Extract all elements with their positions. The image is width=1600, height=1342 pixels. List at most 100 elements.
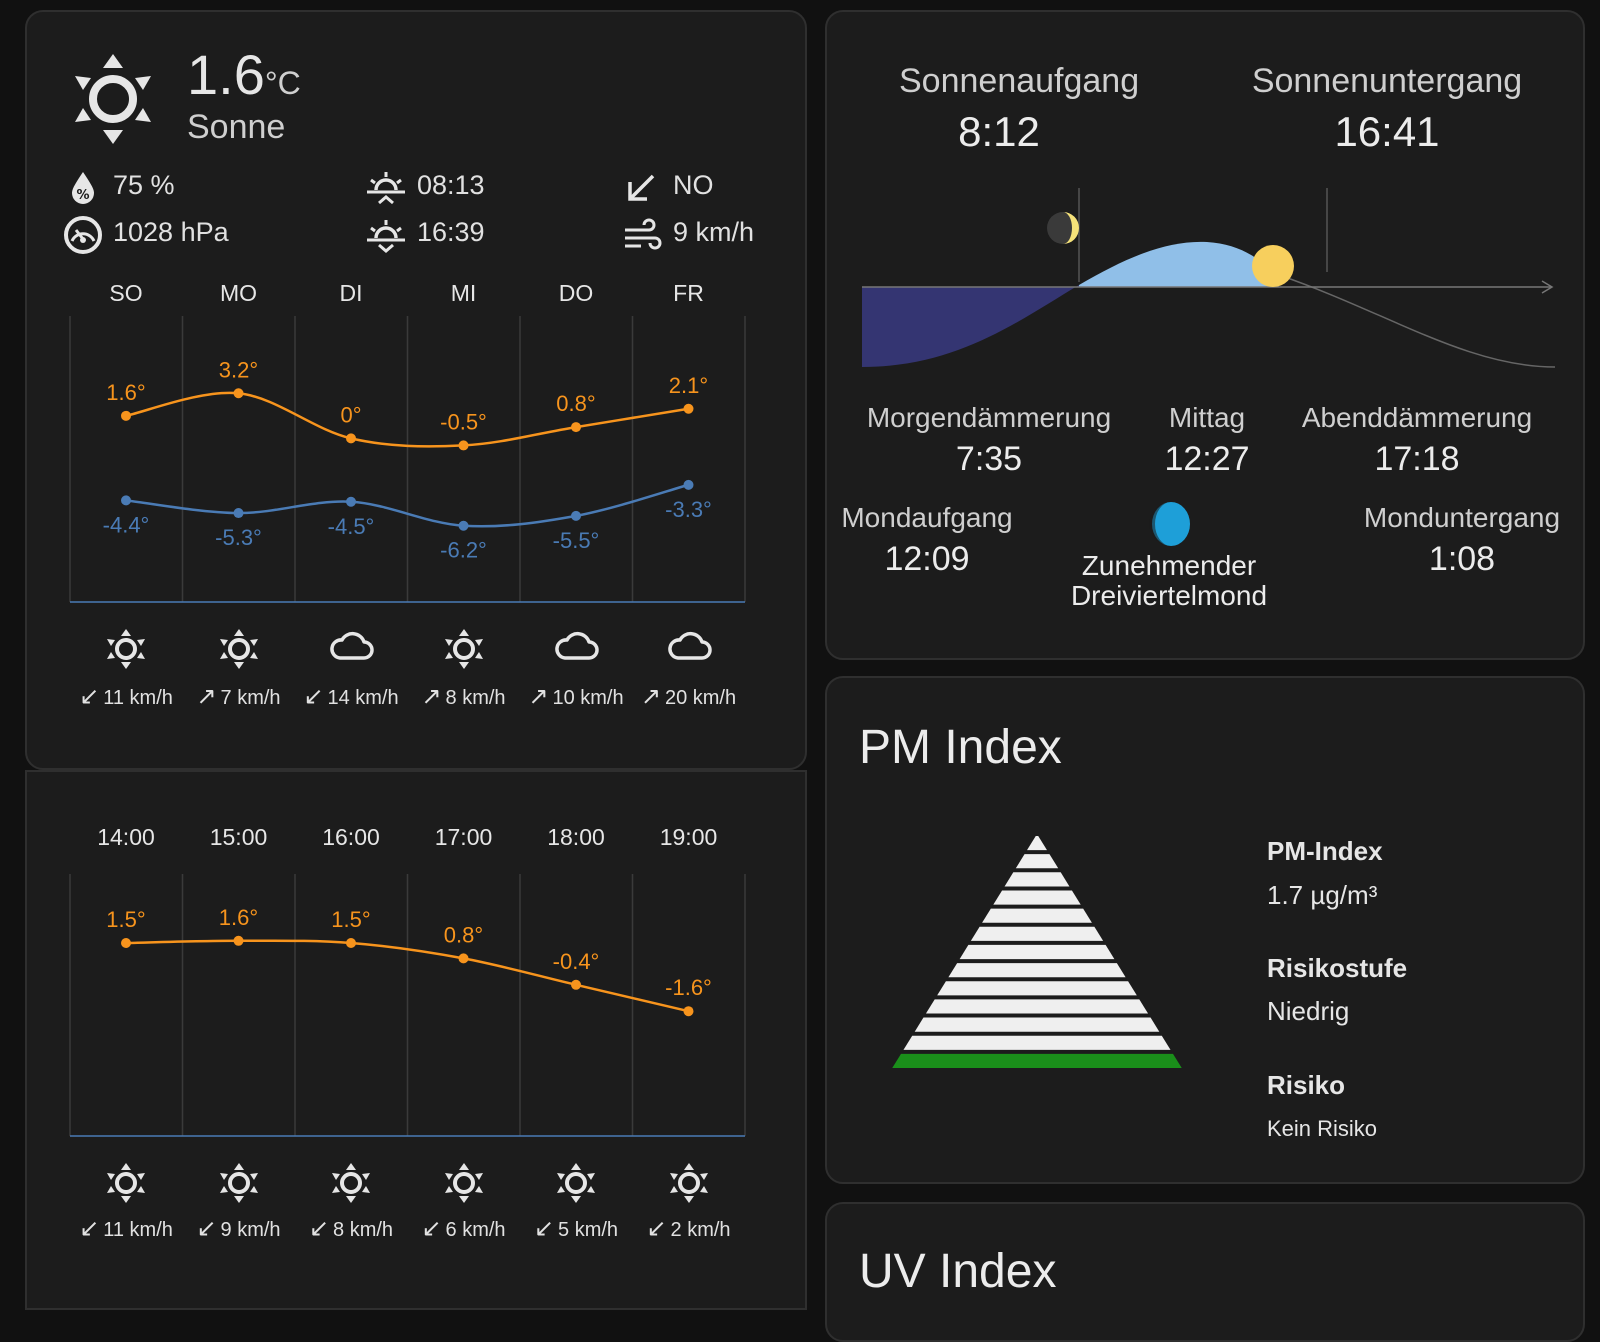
data-label-0-0: 1.5° (106, 907, 145, 932)
humidity-value: 75 % (113, 170, 175, 200)
gauge-icon (64, 216, 102, 254)
data-label-0-1: 1.6° (219, 905, 258, 930)
day-label-1: MO (219, 280, 258, 306)
series-line-0 (125, 391, 689, 448)
pm-risk-value: Kein Risiko (1267, 1116, 1378, 1141)
pyramid-band-2 (1004, 872, 1070, 887)
pm-risk-label: Risiko (1267, 1070, 1346, 1100)
night-area (862, 285, 1079, 367)
dawn-time: 7:35 (955, 440, 1023, 478)
weather-card[interactable]: 1.6°C Sonne % 75 % 1028 hPa 08:13 16:39 … (25, 10, 807, 770)
wind-direction-arrow-icon: ↗ (196, 683, 217, 710)
hour-label-3: 17:00 (434, 824, 493, 850)
pyramid-band-3 (993, 890, 1081, 905)
daily-icon-4 (546, 628, 606, 667)
pressure-value: 1028 hPa (113, 217, 229, 247)
data-point-0-0 (121, 938, 131, 948)
moonrise-label: Mondaufgang (841, 502, 1013, 533)
data-point-0-2 (346, 938, 356, 948)
sun-icon (557, 1163, 595, 1203)
day-label-3: MI (450, 280, 477, 306)
sun-marker (1252, 245, 1294, 287)
data-point-0-1 (233, 388, 244, 399)
data-label-1-5: -3.3° (665, 497, 712, 522)
current-condition: Sonne (187, 108, 286, 146)
data-label-0-3: 0.8° (444, 922, 483, 947)
sun-moon-card[interactable]: Sonnenaufgang 8:12 Sonnenuntergang 16:41… (825, 10, 1585, 660)
data-label-0-2: 1.5° (331, 907, 370, 932)
wind-speed-label: 7 km/h (220, 687, 281, 709)
pm-risk-level-value: Niedrig (1267, 996, 1350, 1026)
pyramid-band-0 (1027, 836, 1047, 851)
daily-icon-5 (659, 628, 719, 667)
hourly-icon-3 (434, 1162, 494, 1209)
sun-icon (75, 54, 151, 144)
data-point-1-3 (458, 520, 469, 531)
hourly-wind-1: ↙ 9 km/h (183, 1214, 295, 1243)
day-label-0: SO (109, 280, 143, 306)
wind-speed-label: 20 km/h (664, 687, 737, 709)
wind-speed-label: 11 km/h (103, 687, 173, 709)
wind-speed-label: 5 km/h (558, 1219, 619, 1241)
pm-index-value: 1.7 µg/m³ (1267, 880, 1378, 910)
data-point-1-1 (233, 508, 244, 519)
series-line-1 (125, 483, 689, 528)
uv-index-card[interactable]: UV Index (825, 1202, 1585, 1342)
data-label-0-5: 2.1° (669, 373, 708, 398)
sun-icon (669, 1163, 708, 1203)
sun-icon (219, 629, 258, 669)
daily-icon-2 (321, 628, 381, 667)
wind-direction-arrow-icon: ↙ (196, 1215, 217, 1242)
data-label-0-4: -0.4° (553, 949, 600, 974)
wind-direction-arrow-icon: ↙ (646, 1215, 667, 1242)
hourly-wind-5: ↙ 2 km/h (633, 1214, 745, 1243)
data-label-1-3: -6.2° (440, 538, 487, 563)
hour-label-2: 16:00 (322, 824, 380, 850)
pyramid-band-8 (937, 981, 1137, 996)
wind-speed-label: 14 km/h (327, 687, 399, 709)
wind-speed-label: 6 km/h (445, 1219, 506, 1241)
data-label-0-5: -1.6° (665, 975, 712, 1000)
hour-label-4: 18:00 (547, 824, 605, 850)
hourly-forecast-card[interactable]: 14:00 15:00 16:00 17:00 18:00 19:00 1.5° 1.6° 1… (25, 770, 807, 1310)
pyramid-band-10 (914, 1017, 1160, 1032)
wind-direction-value: NO (673, 170, 714, 200)
wind-speed-label: 8 km/h (445, 687, 506, 709)
wind-speed-label: 11 km/h (103, 1219, 173, 1241)
sunset-label: Sonnenuntergang (1251, 62, 1523, 100)
noon-time: 12:27 (1164, 440, 1250, 478)
hour-label-5: 19:00 (659, 824, 718, 850)
svg-text:%: % (76, 188, 89, 203)
wind-speed-label: 10 km/h (552, 687, 624, 709)
wind-direction-arrow-icon: ↙ (533, 1215, 555, 1242)
data-point-0-0 (121, 410, 131, 421)
daily-wind-5: ↗ 20 km/h (633, 682, 745, 711)
sunrise-label: Sonnenaufgang (899, 62, 1140, 100)
hourly-wind-4: ↙ 5 km/h (520, 1214, 632, 1243)
pm-index-card[interactable]: PM Index PM-Index 1.7 µg/m³ Risikostufe … (825, 676, 1585, 1184)
data-label-0-4: 0.8° (556, 391, 595, 416)
current-temperature: 1.6°C (187, 42, 301, 107)
daily-temperature-chart: 1.6° 3.2° 0° -0.5° 0.8° 2.1° -4.4° -5.3° -4.5° -6… (69, 316, 746, 603)
hour-label-1: 15:00 (209, 824, 268, 850)
daily-wind-4: ↗ 10 km/h (520, 682, 632, 711)
wind-speed-value: 9 km/h (673, 217, 755, 247)
pyramid-band-9 (925, 999, 1149, 1014)
data-label-0-1: 3.2° (219, 357, 258, 382)
data-point-0-3 (458, 440, 469, 451)
sun-icon (332, 1163, 370, 1203)
sun-icon (444, 1163, 483, 1203)
series-line-0 (125, 939, 689, 1013)
data-point-0-4 (571, 979, 581, 990)
sunrise-time: 8:12 (958, 108, 1040, 155)
pm-title: PM Index (859, 721, 1062, 774)
sun-icon (107, 1163, 145, 1203)
moon-phase-icon (1149, 502, 1190, 546)
daily-wind-2: ↙ 14 km/h (295, 682, 407, 711)
wind-speed-label: 9 km/h (220, 1219, 281, 1241)
sunset-icon (367, 220, 405, 253)
sun-curve-rest (1278, 274, 1556, 368)
daily-wind-3: ↗ 8 km/h (408, 682, 520, 711)
uv-title: UV Index (859, 1245, 1057, 1298)
sun-path-diagram (862, 188, 1556, 368)
